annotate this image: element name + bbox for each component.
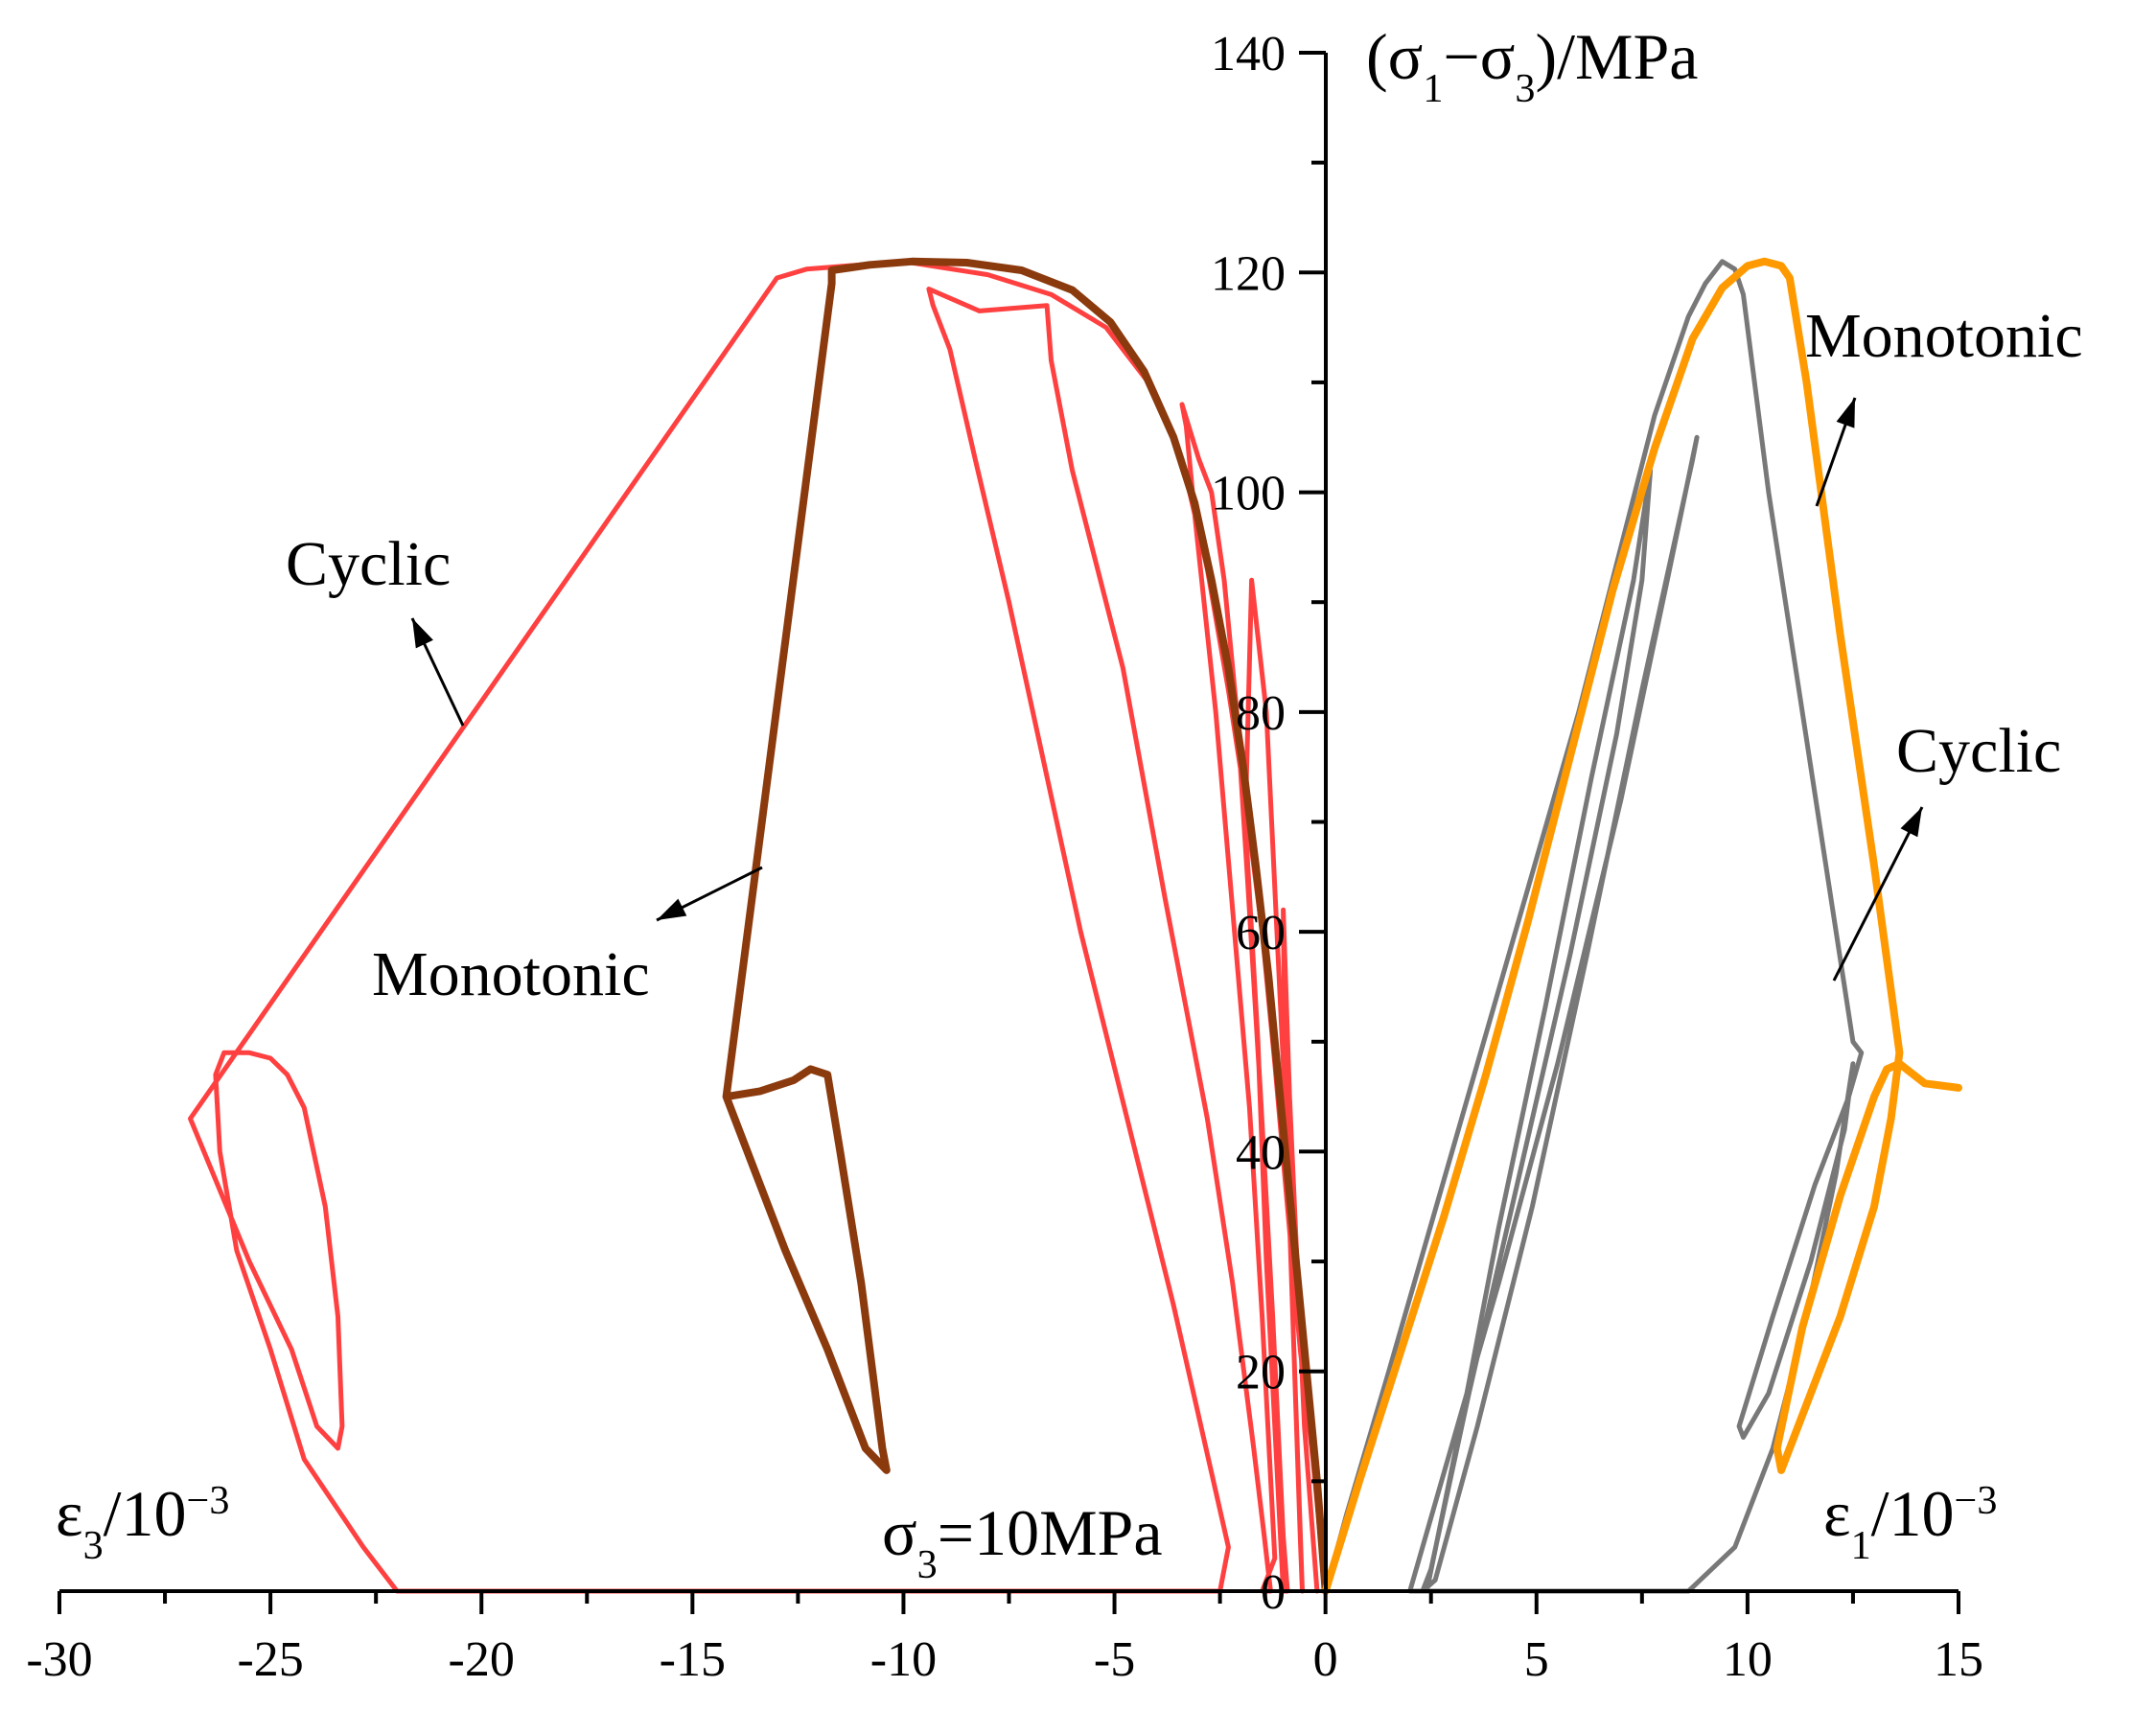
x-tick-label: 5: [1524, 1632, 1549, 1687]
series-monotonic_eps3: [722, 257, 1330, 1595]
annotation-arrowhead: [1900, 807, 1922, 838]
y-tick-label: 60: [1236, 906, 1286, 960]
x-tick-label: 0: [1313, 1632, 1338, 1687]
y-tick-label: 40: [1236, 1125, 1286, 1180]
x-tick-label: 15: [1934, 1632, 1983, 1687]
x-tick-label: -30: [26, 1632, 92, 1687]
curves-group: [188, 257, 1962, 1595]
series-cyclic_eps1: [1323, 259, 1865, 1594]
y-tick-label: 0: [1261, 1565, 1286, 1620]
confining-pressure-label: σ3=10MPa: [882, 1496, 1163, 1587]
x-tick-label: -25: [237, 1632, 303, 1687]
x-tick-label: -20: [449, 1632, 515, 1687]
y-tick-label: 120: [1211, 246, 1286, 301]
axes-group: [58, 51, 1960, 1614]
x-axis-title-right: ε1/10−3: [1823, 1477, 1997, 1568]
y-tick-label: 140: [1211, 27, 1286, 81]
series-cyclic_eps3: [188, 259, 1329, 1594]
series-monotonic_eps1: [1321, 257, 1962, 1595]
annotation-arrow-line: [1832, 806, 1924, 982]
x-tick-label: -5: [1094, 1632, 1135, 1687]
y-tick-label: 80: [1236, 686, 1286, 741]
x-axis-title-left: ε3/10−3: [56, 1477, 229, 1568]
y-tick-label: 100: [1211, 467, 1286, 521]
annotation-label-monotonic_eps1: Monotonic: [1805, 301, 2083, 371]
y-axis-title: (σ1−σ3)/MPa: [1366, 20, 1698, 111]
annotation-arrowhead: [412, 618, 433, 649]
y-tick-label: 20: [1236, 1346, 1286, 1400]
labels-group: -30 -25 -20 -15 -10 -5 0 5 10 15 0 20 40 60 80 100 120 14…: [26, 20, 2082, 1687]
annotation-arrowhead: [657, 898, 687, 920]
annotation-arrowhead: [1836, 398, 1855, 428]
x-tick-label: -10: [870, 1632, 937, 1687]
annotation-label-cyclic_eps3: Cyclic: [286, 529, 451, 599]
x-tick-label: 10: [1723, 1632, 1773, 1687]
x-tick-label: -15: [660, 1632, 726, 1687]
annotation-label-cyclic_eps1: Cyclic: [1896, 716, 2061, 786]
annotation-label-monotonic_eps3: Monotonic: [372, 939, 650, 1009]
